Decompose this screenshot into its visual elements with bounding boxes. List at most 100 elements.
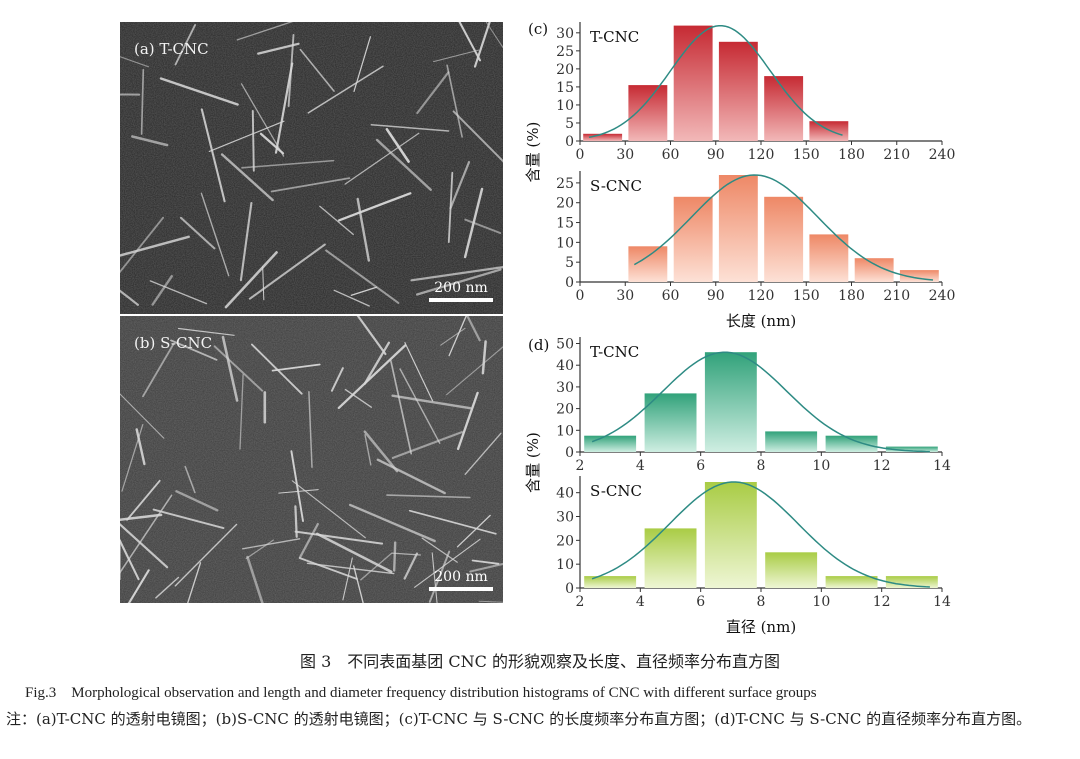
scale-bar-b: 200 nm <box>429 569 493 591</box>
nanocrystal-rod <box>364 434 372 466</box>
nanocrystal-rod <box>376 458 446 495</box>
nanocrystal-rod <box>458 22 482 62</box>
nanocrystal-rod <box>120 216 164 274</box>
nanocrystal-rod <box>448 316 467 357</box>
nanocrystal-rod <box>449 161 471 210</box>
nanocrystal-rod <box>399 368 441 444</box>
nanocrystal-rod <box>291 480 366 539</box>
nanocrystal-rod <box>120 513 163 522</box>
nanocrystal-rod <box>250 343 303 395</box>
tem-grain <box>120 22 503 314</box>
nanocrystal-rod <box>456 391 479 451</box>
nanocrystal-rod <box>446 346 503 396</box>
nanocrystal-rod <box>319 205 354 236</box>
nanocrystal-rod <box>120 289 139 306</box>
nanocrystal-rod <box>363 430 399 473</box>
nanocrystal-rod <box>308 391 313 468</box>
figure-note: 注：(a)T-CNC 的透射电镜图；(b)S-CNC 的透射电镜图；(c)T-C… <box>6 710 1032 728</box>
nanocrystal-rod <box>257 42 300 55</box>
histogram-bar <box>673 25 713 142</box>
nanocrystal-rod <box>174 24 197 66</box>
nanocrystal-rod <box>200 108 226 203</box>
x-tick-label: 8 <box>757 458 766 474</box>
nanocrystal-rod <box>245 539 274 560</box>
panel-a-label: (a) T-CNC <box>134 40 209 58</box>
histogram-bar <box>583 133 623 141</box>
y-tick-label: 30 <box>556 26 574 42</box>
nanocrystal-rod <box>294 530 384 545</box>
nanocrystal-rod <box>421 537 458 563</box>
panel-letter: (c) <box>528 20 548 38</box>
nanocrystal-rod <box>287 33 295 108</box>
nanocrystal-rod <box>473 22 491 68</box>
y-tick-label: 10 <box>556 423 574 439</box>
y-tick-label: 20 <box>556 533 574 549</box>
nanocrystal-rod <box>120 523 169 569</box>
y-tick-label: 15 <box>556 216 574 232</box>
nanocrystal-rod <box>356 197 371 262</box>
y-tick-label: 40 <box>556 358 574 374</box>
nanocrystal-rod <box>325 249 400 304</box>
nanocrystal-rod <box>155 576 180 599</box>
histogram-bar <box>764 196 804 282</box>
nanocrystal-rod <box>363 341 391 385</box>
y-tick-label: 30 <box>556 510 574 526</box>
histogram-bar <box>704 482 757 588</box>
nanocrystal-rod <box>246 555 264 603</box>
nanocrystal-rod <box>478 600 503 603</box>
nanocrystal-rod <box>350 286 378 296</box>
nanocrystal-rod <box>333 289 370 307</box>
nanocrystal-rod <box>152 508 225 530</box>
x-tick-label: 14 <box>933 594 951 610</box>
nanocrystal-rod <box>251 110 255 172</box>
tem-nanocrystals-b <box>120 316 503 603</box>
nanocrystal-rod <box>140 68 145 135</box>
y-tick-label: 0 <box>565 275 574 291</box>
x-tick-label: 120 <box>748 288 775 304</box>
x-tick-label: 90 <box>707 288 725 304</box>
y-tick-label: 10 <box>556 235 574 251</box>
x-tick-label: 150 <box>793 147 820 163</box>
nanocrystal-rod <box>121 423 144 492</box>
nanocrystal-rod <box>142 343 174 398</box>
y-tick-label: 50 <box>556 337 574 353</box>
nanocrystal-rod <box>410 265 503 282</box>
y-tick-label: 5 <box>565 116 574 132</box>
nanocrystal-rod <box>307 65 384 114</box>
y-tick-label: 25 <box>556 44 574 60</box>
y-tick-label: 30 <box>556 380 574 396</box>
nanocrystal-rod <box>187 562 202 603</box>
histogram-bar <box>584 576 637 588</box>
x-tick-label: 10 <box>812 458 830 474</box>
scale-bar-b-label: 200 nm <box>434 569 488 585</box>
nanocrystal-rod <box>464 432 502 475</box>
nanocrystal-rod <box>414 538 481 588</box>
nanocrystal-rod <box>135 428 146 466</box>
histogram-bar <box>644 528 697 588</box>
x-tick-label: 210 <box>883 147 910 163</box>
nanocrystal-rod <box>127 569 150 603</box>
nanocrystal-rod <box>149 280 208 305</box>
series-title: T-CNC <box>590 28 639 46</box>
nanocrystal-rod <box>262 266 265 301</box>
nanocrystal-rod <box>390 360 413 455</box>
x-tick-label: 210 <box>883 288 910 304</box>
nanocrystal-rod <box>452 110 503 163</box>
x-tick-label: 12 <box>873 594 891 610</box>
nanocrystal-rod <box>408 509 497 535</box>
nanocrystal-rod <box>306 562 395 575</box>
nanocrystal-rod <box>120 538 140 581</box>
nanocrystal-rod <box>236 22 294 41</box>
histogram-bar <box>644 393 697 452</box>
figure-title: 图 3 不同表面基团 CNC 的形貌观察及长度、直径频率分布直方图 <box>300 652 780 671</box>
nanocrystal-rod <box>356 316 387 356</box>
nanocrystal-rod <box>464 218 502 234</box>
nanocrystal-rod <box>159 77 239 106</box>
scale-bar-b-line <box>429 587 493 591</box>
nanocrystal-rod <box>481 340 487 375</box>
panel-letter: (d) <box>528 336 549 354</box>
nanocrystal-rod <box>342 557 353 601</box>
nanocrystal-rod <box>259 132 285 155</box>
scale-bar-a: 200 nm <box>429 280 493 302</box>
nanocrystal-rod <box>415 268 502 296</box>
